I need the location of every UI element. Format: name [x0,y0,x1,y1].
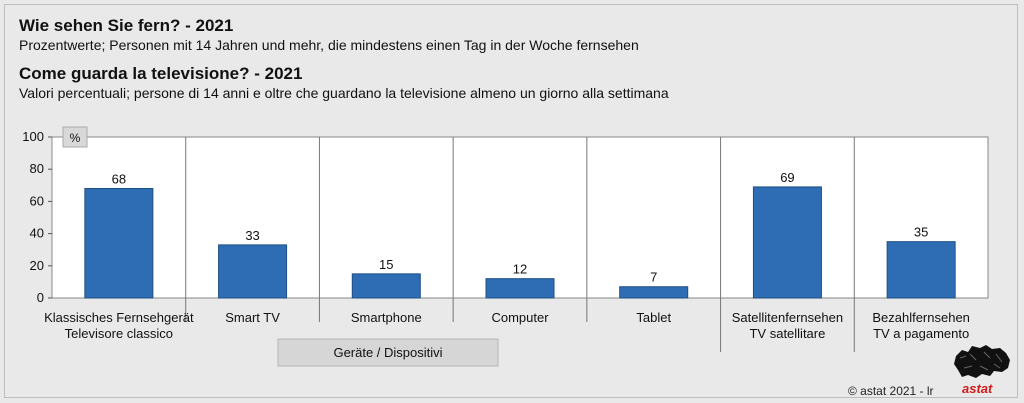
unit-label-box [62,126,88,148]
bar-value-label: 35 [914,225,928,240]
bar [351,273,421,299]
bar [619,286,689,299]
category-label: Smartphone [351,310,422,325]
astat-logo-text: astat [962,381,993,396]
plot-area [51,136,989,299]
y-tick-label: 100 [22,129,44,144]
category-label: Televisore classico [65,326,173,341]
chart-subtitle-de: Prozentwerte; Personen mit 14 Jahren und… [19,37,639,53]
astat-logo-icon [954,345,1010,378]
y-tick-label: 20 [30,258,44,273]
bar [752,186,822,299]
category-label: Smart TV [225,310,280,325]
bar [886,241,956,299]
y-tick-label: 40 [30,226,44,241]
bar-value-label: 33 [245,228,259,243]
category-label: Bezahlfernsehen [872,310,970,325]
bar [218,244,288,299]
unit-label: % [70,131,81,145]
bar [84,188,154,299]
copyright-footer: © astat 2021 - lr [848,384,934,398]
y-tick-label: 80 [30,161,44,176]
bar-value-label: 12 [513,262,527,277]
bar-value-label: 69 [780,170,794,185]
bar [485,278,555,299]
y-tick-label: 0 [37,290,44,305]
category-label: TV satellitare [749,326,825,341]
category-label: Computer [491,310,549,325]
bar-value-label: 68 [112,172,126,187]
category-label: TV a pagamento [873,326,969,341]
chart-title-it: Come guarda la televisione? - 2021 [19,64,303,83]
group-label-box [277,338,499,367]
category-label: Satellitenfernsehen [732,310,843,325]
bar-value-label: 7 [650,270,657,285]
category-label: Tablet [636,310,671,325]
chart-subtitle-it: Valori percentuali; persone di 14 anni e… [19,85,669,101]
group-label: Geräte / Dispositivi [333,345,442,360]
bar-value-label: 15 [379,257,393,272]
category-label: Klassisches Fernsehgerät [44,310,194,325]
chart-title-de: Wie sehen Sie fern? - 2021 [19,16,234,35]
y-tick-label: 60 [30,193,44,208]
